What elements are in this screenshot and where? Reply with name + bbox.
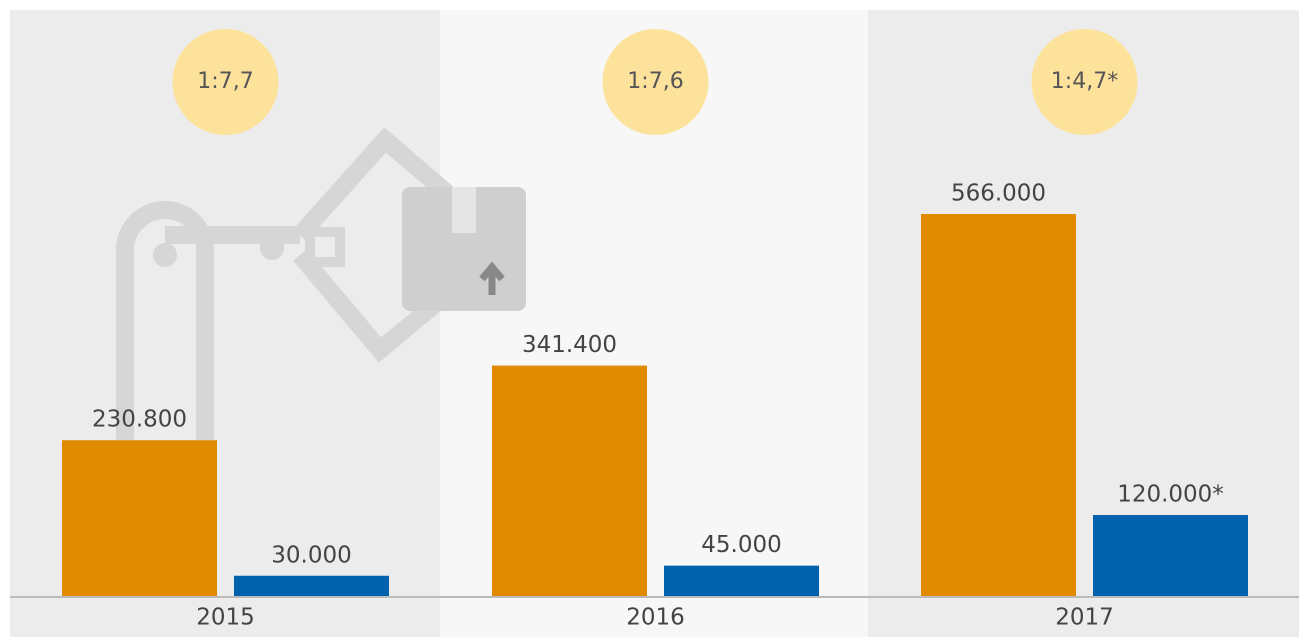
x-tick-label: 2017	[1055, 605, 1114, 631]
annotation: 1:7,6	[627, 69, 683, 94]
value-label: 566.000	[951, 181, 1046, 207]
annotation: 1:4,7*	[1051, 69, 1118, 94]
value-label: 341.400	[522, 332, 617, 358]
box-icon	[452, 187, 476, 233]
x-tick-label: 2015	[196, 605, 255, 631]
value-label: 30.000	[271, 542, 351, 568]
chart: 2015 1:7,7 230.800 30.000 2016 1:7,6 341.400 45…	[0, 0, 1299, 637]
bar	[234, 576, 389, 596]
value-label: 45.000	[701, 532, 781, 558]
bar	[664, 566, 819, 596]
bar	[492, 366, 647, 596]
bar	[921, 214, 1076, 596]
bar	[62, 440, 217, 596]
value-label: 120.000*	[1117, 482, 1224, 508]
bar	[1093, 515, 1248, 596]
annotation: 1:7,7	[197, 69, 253, 94]
value-label: 230.800	[92, 407, 187, 433]
x-tick-label: 2016	[626, 605, 685, 631]
